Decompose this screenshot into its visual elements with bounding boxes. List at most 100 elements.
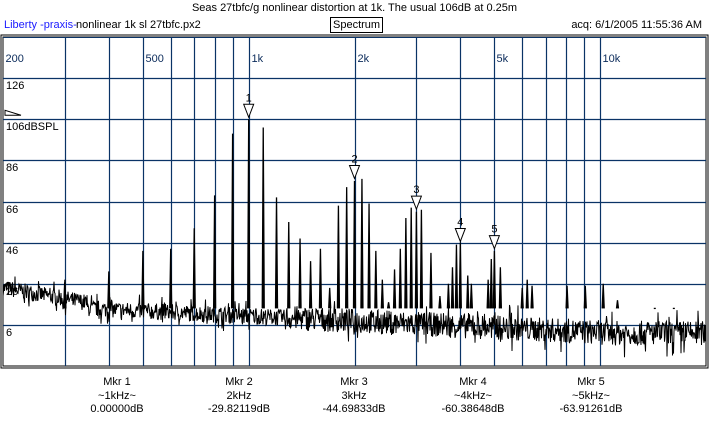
marker-number: 4 <box>457 216 463 228</box>
spectrum-peak <box>520 287 524 309</box>
spectrum-peak <box>392 269 397 309</box>
spectrum-peak <box>486 279 490 309</box>
marker-name: Mkr 4 <box>459 376 487 388</box>
marker-name: Mkr 5 <box>577 376 605 388</box>
marker-name: Mkr 3 <box>340 376 368 388</box>
x-tick-label: 500 <box>145 53 164 65</box>
mode-button[interactable]: Spectrum <box>330 17 384 33</box>
marker-number: 3 <box>413 184 419 196</box>
marker-triangle-icon <box>488 235 501 251</box>
marker-freq-label: 2kHz <box>226 389 252 402</box>
spectrum-peak <box>336 205 341 309</box>
plot-frame-outer <box>0 34 709 369</box>
spectrum-peak <box>583 285 587 309</box>
marker-value: -63.91261dB <box>559 403 623 415</box>
y-tick-label: 86 <box>6 161 19 174</box>
spectrum-peak <box>498 267 503 309</box>
marker-readout: Mkr 4 ~4kHz~ -60.38648dB <box>418 376 528 417</box>
marker-value: -44.69833dB <box>322 403 386 415</box>
y-tick-label: 106dBSPL <box>6 120 59 133</box>
spectrum-peak <box>212 195 217 309</box>
marker-freq-label: 3kHz <box>341 389 367 402</box>
spectrum-peak <box>530 285 534 309</box>
spectrum-peak <box>352 180 357 309</box>
marker-readout: Mkr 3 3kHz -44.69833dB <box>299 376 409 417</box>
spectrum-peak <box>454 244 459 309</box>
spectrum-peak <box>601 283 605 309</box>
spectrum-peak <box>438 296 442 309</box>
spectrum-peak <box>107 271 111 309</box>
spectrum-peak <box>615 300 620 309</box>
spectrum-peak <box>328 287 332 309</box>
marker-value: -60.38648dB <box>441 403 505 415</box>
spectrum-peak <box>318 248 323 309</box>
spectrum-peak <box>141 250 145 309</box>
y-tick-label: 66 <box>6 203 19 216</box>
acquisition-timestamp: acq: 6/1/2005 11:55:36 AM <box>571 19 702 31</box>
spectrum-peak <box>386 302 391 309</box>
noise-trace <box>2 276 707 358</box>
spectrum-peak <box>247 119 251 309</box>
x-tick-label: 5k <box>496 53 509 65</box>
y-tick-label: 126 <box>6 79 25 92</box>
marker-name: Mkr 1 <box>103 376 131 388</box>
marker-freq-label: ~5kHz~ <box>572 389 610 402</box>
marker-readout: Mkr 2 2kHz -29.82119dB <box>184 376 294 417</box>
marker-name: Mkr 2 <box>225 376 253 388</box>
spectrum-peak <box>63 279 67 309</box>
spectrum-peak <box>525 279 529 309</box>
x-tick-label: 2k <box>357 53 370 65</box>
spectrum-peak <box>398 248 402 309</box>
app-name: Liberty -praxis- <box>4 19 77 31</box>
marker-freq-label: ~1kHz~ <box>98 389 136 402</box>
spectrum-peak <box>446 283 451 309</box>
reference-level-icon <box>4 109 22 116</box>
spectrum-peak <box>374 250 378 309</box>
marker-triangle-icon <box>410 195 423 211</box>
marker-value: 0.00000dB <box>90 403 144 415</box>
spectrum-peak <box>298 238 302 309</box>
spectrum-peak <box>469 283 474 309</box>
spectrum-peak <box>409 207 413 309</box>
x-tick-label: 10k <box>602 53 621 65</box>
spectrum-peak <box>345 187 349 309</box>
marker-freq-label: ~4kHz~ <box>454 389 492 402</box>
spectrum-peak <box>230 133 235 309</box>
spectrum-peak <box>274 197 279 309</box>
spectrum-peak <box>450 267 455 309</box>
y-tick-label: 26 <box>6 285 19 298</box>
marker-number: 2 <box>351 154 357 166</box>
marker-value: -29.82119dB <box>207 403 271 415</box>
spectrum-peak <box>414 211 419 309</box>
spectrum-peak <box>287 222 291 309</box>
spectrum-peak <box>429 252 433 309</box>
marker-triangle-icon <box>348 165 361 180</box>
spectrum-peak <box>466 275 470 309</box>
spectrum-peak <box>492 250 497 309</box>
marker-number: 5 <box>491 224 497 236</box>
marker-triangle-icon <box>454 227 467 243</box>
marker-readout: Mkr 1 ~1kHz~ 0.00000dB <box>62 376 172 417</box>
spectrum-peak <box>367 203 371 309</box>
spectrum-peak <box>169 248 173 309</box>
spectrum-peak <box>458 242 462 309</box>
spectrum-peak <box>419 209 424 309</box>
spectrum-peak <box>192 228 196 309</box>
marker-triangle-icon <box>242 103 255 119</box>
marker-readout: Mkr 5 ~5kHz~ -63.91261dB <box>536 376 646 417</box>
file-name: nonlinear 1k sl 27tbfc.px2 <box>76 19 201 31</box>
spectrum-peak <box>380 279 384 309</box>
spectrum-peak <box>261 127 265 309</box>
spectrum-peak <box>308 261 313 309</box>
spectrum-peak <box>565 285 569 309</box>
spectrum-peak <box>360 178 364 309</box>
x-tick-label: 200 <box>5 53 24 65</box>
spectrum-peak <box>489 259 493 309</box>
y-tick-label: 46 <box>6 244 19 257</box>
chart-title: Seas 27tbfc/g nonlinear distortion at 1k… <box>191 2 518 14</box>
spectrum-peak <box>404 217 408 309</box>
marker-number: 1 <box>246 92 252 104</box>
y-tick-label: 6 <box>6 326 13 339</box>
x-tick-label: 1k <box>251 53 264 65</box>
